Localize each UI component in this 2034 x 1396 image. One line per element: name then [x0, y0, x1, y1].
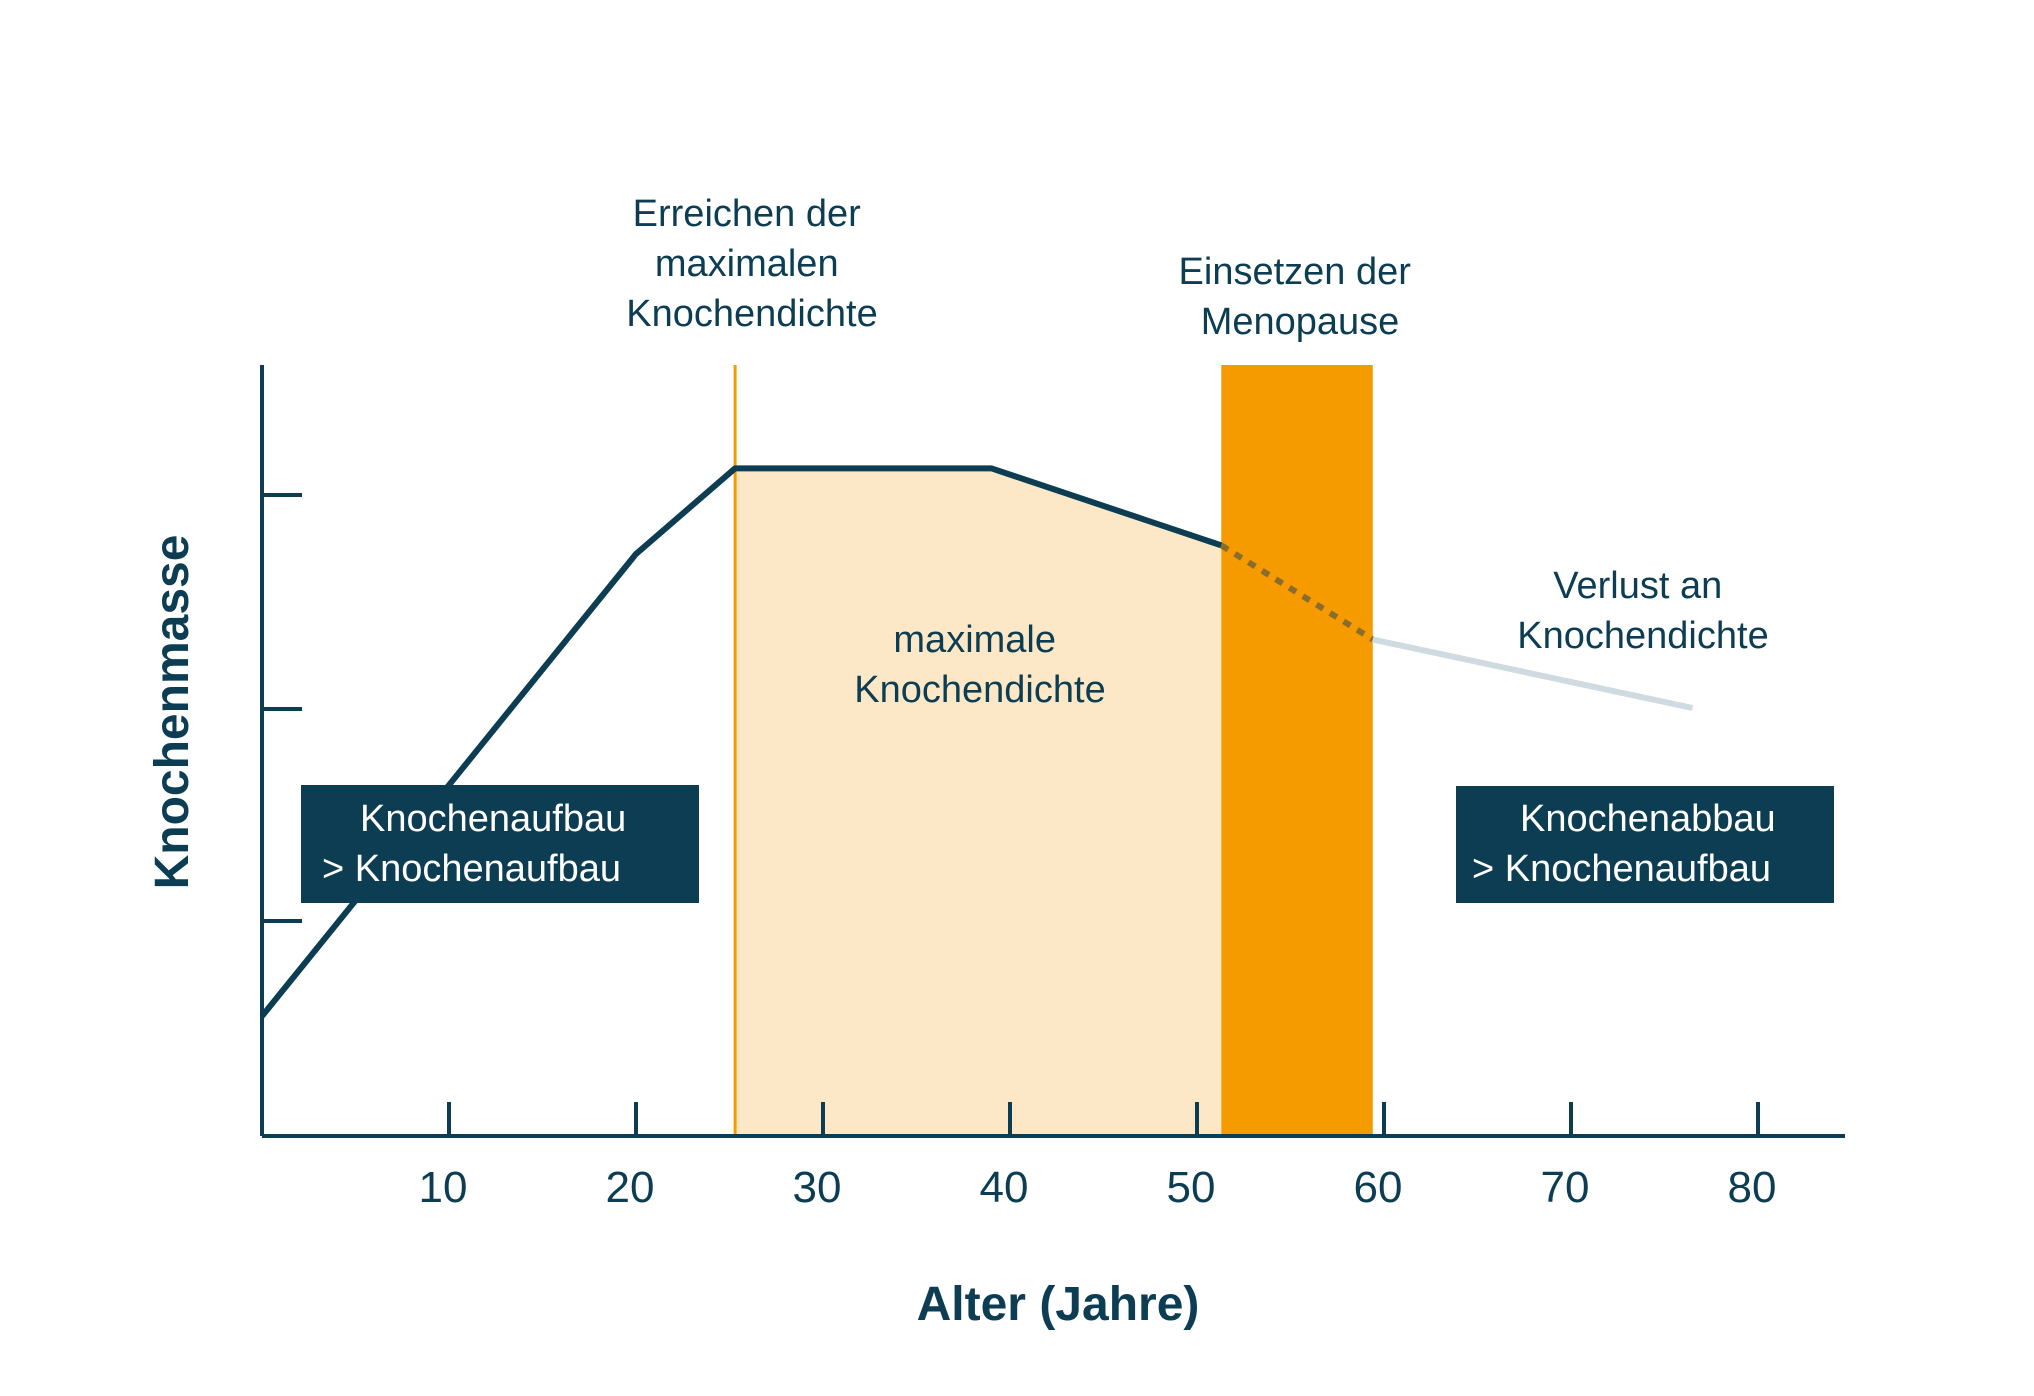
region-peak-density [735, 468, 1222, 1136]
box-bone-formation-text: Knochenaufbau > Knochenaufbau [322, 798, 637, 890]
y-axis-title: Knochenmasse [146, 535, 199, 890]
box-bone-loss-text: Knochenabbau > Knochenaufbau [1472, 798, 1786, 890]
x-tick-label-20: 20 [606, 1163, 655, 1212]
box-bone-loss-bg [1456, 786, 1834, 903]
annotation-peak-density: maximale Knochendichte [854, 619, 1105, 711]
annotation-menopause: Einsetzen der Menopause [1179, 251, 1422, 343]
series-dotted-line [1219, 542, 1375, 643]
series-light-line [1372, 636, 1694, 711]
x-tick-label-10: 10 [419, 1163, 468, 1212]
box-bone-formation: Knochenaufbau > Knochenaufbau [301, 785, 699, 903]
region-menopause [1221, 365, 1373, 1136]
box-bone-formation-bg [301, 785, 699, 903]
x-axis-title: Alter (Jahre) [917, 1278, 1200, 1331]
axes-layer: 10 20 30 40 50 60 70 80 [260, 365, 1845, 1212]
x-tick-label-40: 40 [980, 1163, 1029, 1212]
lines-layer [259, 465, 1694, 1019]
x-tick-label-50: 50 [1167, 1163, 1216, 1212]
x-tick-label-30: 30 [793, 1163, 842, 1212]
series-solid-line [259, 465, 1223, 1019]
x-tick-label-60: 60 [1354, 1163, 1403, 1212]
regions-layer [733, 365, 1373, 1136]
annotation-peak-reached: Erreichen der maximalen Knochendichte [626, 193, 877, 335]
x-tick-label-70: 70 [1541, 1163, 1590, 1212]
annotation-bone-loss: Verlust an Knochendichte [1517, 565, 1768, 657]
box-bone-loss: Knochenabbau > Knochenaufbau [1456, 786, 1834, 903]
x-tick-label-80: 80 [1728, 1163, 1777, 1212]
